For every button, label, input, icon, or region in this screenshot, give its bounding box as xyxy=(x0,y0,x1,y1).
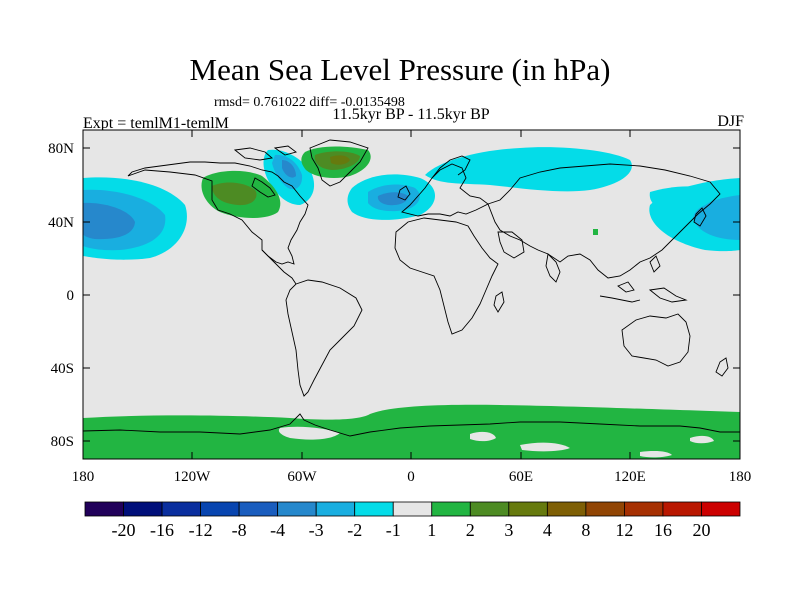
colorbar-swatch xyxy=(200,501,240,517)
colorbar-swatch xyxy=(238,501,279,517)
arctic-islands xyxy=(233,145,298,161)
period-label: 11.5kyr BP - 11.5kyr BP xyxy=(332,106,490,123)
colorbar-swatch xyxy=(431,501,471,517)
north-pacific-low-east-inner xyxy=(693,195,740,240)
colorbar-label: -1 xyxy=(385,520,401,540)
anomaly-fill-layer xyxy=(83,146,740,459)
central-america xyxy=(261,249,297,285)
colorbar-label: -12 xyxy=(188,520,213,540)
colorbar-swatch xyxy=(84,501,124,517)
colorbar xyxy=(84,501,741,517)
colorbar-label: 1 xyxy=(427,520,437,540)
colorbar-label: 2 xyxy=(465,520,475,540)
colorbar-label: -8 xyxy=(231,520,247,540)
y-tick-0: 0 xyxy=(66,288,75,304)
madagascar xyxy=(493,291,505,313)
japan xyxy=(693,207,707,227)
colorbar-swatch xyxy=(624,501,664,517)
southern-ocean-high xyxy=(83,404,740,459)
antarctic-gap-2 xyxy=(470,431,496,442)
colorbar-label: 8 xyxy=(581,520,591,540)
colorbar-swatch xyxy=(546,501,587,517)
south-america-coast xyxy=(285,279,363,397)
colorbar-label: 4 xyxy=(542,520,552,540)
north-pacific-low-west-core xyxy=(83,202,135,240)
y-tick-80n: 80N xyxy=(48,141,74,157)
greenland-coast xyxy=(309,139,369,187)
colorbar-swatch xyxy=(701,501,741,517)
experiment-label: Expt = temlM1-temlM xyxy=(83,115,229,132)
asia-coast xyxy=(487,163,721,279)
stats-label: rmsd= 0.761022 diff= -0.0135498 xyxy=(214,95,405,110)
colorbar-swatch xyxy=(161,501,201,517)
hudson-core xyxy=(282,160,296,178)
axis-ticks xyxy=(83,130,740,459)
colorbar-swatch xyxy=(123,501,163,517)
colorbar-swatch xyxy=(315,501,356,517)
colorbar-label: 16 xyxy=(653,520,672,540)
colorbar-swatch xyxy=(585,501,625,517)
indonesia xyxy=(599,281,688,303)
colorbar-label: -20 xyxy=(111,520,136,540)
greenland-high-core xyxy=(330,155,350,165)
colorbar-label: 20 xyxy=(692,520,711,540)
india xyxy=(545,253,561,283)
y-tick-40s: 40S xyxy=(50,361,74,377)
antarctic-gap-3 xyxy=(520,442,570,452)
arabia xyxy=(497,231,525,259)
colorbar-label: -16 xyxy=(150,520,175,540)
north-atlantic-low-core xyxy=(377,192,408,206)
antarctic-gap-5 xyxy=(640,451,672,458)
coastlines xyxy=(83,139,740,437)
hudson-bay xyxy=(251,177,276,198)
colorbar-label: 12 xyxy=(615,520,634,540)
x-tick-60w: 60W xyxy=(287,469,317,485)
x-tick-120e: 120E xyxy=(614,469,646,485)
y-tick-80s: 80S xyxy=(50,434,74,450)
north-america-coast xyxy=(127,161,309,265)
x-tick-60e: 60E xyxy=(508,469,534,485)
season-label: DJF xyxy=(717,113,744,130)
plot-title: Mean Sea Level Pressure (in hPa) xyxy=(189,52,611,87)
antarctica-coast xyxy=(83,413,740,437)
philippines xyxy=(649,255,661,273)
x-tick-180w: 180 xyxy=(71,469,95,485)
siberia-low xyxy=(649,186,715,213)
north-america-high-inner xyxy=(212,182,257,206)
antarctic-gap-4 xyxy=(690,435,714,444)
colorbar-swatch xyxy=(277,501,317,517)
colorbar-swatch xyxy=(469,501,510,517)
x-tick-0: 0 xyxy=(407,469,415,485)
small-positive-patch xyxy=(593,229,598,235)
colorbar-swatch xyxy=(662,501,702,517)
colorbar-label: 3 xyxy=(504,520,514,540)
colorbar-label: -4 xyxy=(270,520,286,540)
scandinavia xyxy=(431,155,471,179)
europe-coast xyxy=(401,163,489,217)
africa-coast xyxy=(394,217,499,335)
british-isles xyxy=(397,185,411,201)
colorbar-label: -3 xyxy=(308,520,324,540)
new-zealand xyxy=(715,357,729,377)
australia-coast xyxy=(621,313,691,367)
colorbar-swatch xyxy=(354,501,394,517)
colorbar-swatch xyxy=(392,501,433,517)
y-tick-40n: 40N xyxy=(48,215,74,231)
antarctic-gap-1 xyxy=(278,426,340,440)
colorbar-label: -2 xyxy=(347,520,363,540)
colorbar-swatch xyxy=(508,501,548,517)
eurasian-arctic-low xyxy=(425,147,632,192)
x-tick-120w: 120W xyxy=(173,469,211,485)
x-tick-180e: 180 xyxy=(728,469,752,485)
